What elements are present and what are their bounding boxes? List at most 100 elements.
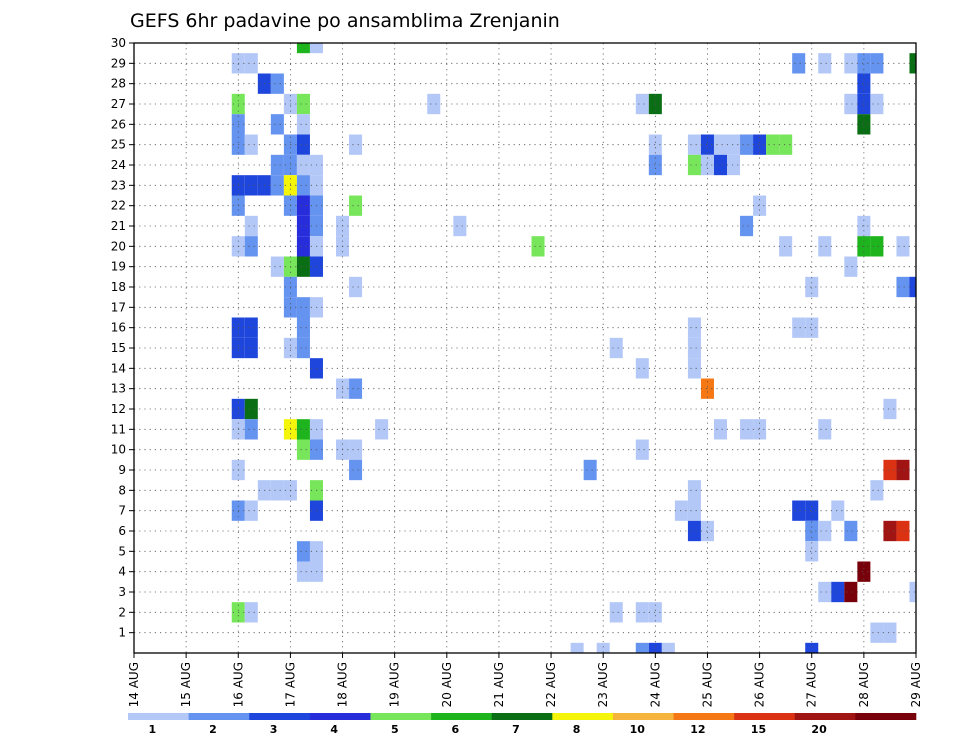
heatmap-cell — [818, 419, 832, 440]
heatmap-cell — [635, 93, 649, 115]
heatmap-cell — [805, 520, 819, 542]
heatmap-cell — [883, 520, 897, 542]
heatmap-cell — [674, 500, 688, 521]
colorbar-label: 8 — [573, 723, 581, 736]
x-tick-label: 18 AUG — [336, 662, 350, 707]
heatmap-cell — [270, 256, 284, 277]
heatmap-cell — [635, 358, 649, 379]
heatmap-cell — [844, 256, 858, 277]
heatmap-cell — [896, 520, 910, 542]
heatmap-cell — [766, 134, 780, 155]
heatmap-cell — [792, 500, 806, 521]
x-tick-label: 14 AUG — [127, 662, 141, 707]
heatmap-cell — [244, 398, 258, 420]
heatmap-cell — [296, 541, 310, 562]
colorbar-swatch — [794, 713, 856, 720]
heatmap-cell — [896, 236, 910, 257]
heatmap-cell — [661, 642, 675, 653]
colorbar-label: 4 — [330, 723, 338, 736]
grid-lines — [134, 43, 916, 653]
heatmap-cell — [844, 520, 858, 542]
x-tick-label: 19 AUG — [388, 662, 402, 707]
y-tick-label: 11 — [111, 422, 126, 436]
x-tick-label: 15 AUG — [179, 662, 193, 707]
y-tick-label: 19 — [111, 260, 126, 274]
heatmap-cell — [583, 459, 597, 481]
heatmap-cell — [883, 398, 897, 420]
heatmap-cell — [349, 378, 363, 399]
heatmap-cell — [844, 93, 858, 115]
y-tick-label: 4 — [118, 565, 126, 579]
y-tick-label: 29 — [111, 56, 126, 70]
colorbar-swatch — [673, 713, 735, 720]
heatmap-cell — [270, 114, 284, 135]
heatmap-cell — [857, 53, 871, 74]
heatmap-cell — [792, 317, 806, 338]
heatmap-cell — [349, 439, 363, 460]
heatmap-cell — [857, 561, 871, 582]
y-tick-label: 6 — [118, 524, 126, 538]
y-tick-label: 28 — [111, 77, 126, 91]
heatmap-cell — [740, 419, 754, 440]
heatmap-cell — [687, 480, 701, 501]
y-tick-label: 26 — [111, 117, 126, 131]
heatmap-cell — [296, 175, 310, 196]
heatmap-cell — [244, 175, 258, 196]
x-tick-label: 23 AUG — [596, 662, 610, 707]
heatmap-cell — [687, 358, 701, 379]
heatmap-cell — [700, 154, 714, 176]
heatmap-cell — [909, 276, 916, 298]
heatmap-cell — [244, 500, 258, 521]
heatmap-cell — [648, 154, 662, 176]
heatmap-cell — [296, 256, 310, 277]
colorbar-swatch — [188, 713, 250, 720]
colorbar-label: 20 — [811, 723, 827, 736]
heatmap-cell — [296, 43, 310, 54]
heatmap-cell — [870, 480, 884, 501]
heatmap-cell — [635, 439, 649, 460]
colorbar-label: 2 — [209, 723, 217, 736]
heatmap-cell — [244, 419, 258, 440]
heatmap-cell — [349, 195, 363, 216]
colorbar-swatch — [431, 713, 492, 720]
y-tick-label: 30 — [111, 36, 126, 50]
colorbar-label: 7 — [512, 723, 520, 736]
heatmap-cell — [244, 317, 258, 338]
chart-title: GEFS 6hr padavine po ansamblima Zrenjani… — [130, 10, 560, 32]
heatmap-cell — [713, 419, 728, 440]
y-tick-label: 27 — [111, 97, 126, 111]
heatmap-cell — [805, 500, 819, 521]
heatmap-cell — [805, 541, 819, 562]
colorbar-label: 15 — [751, 723, 766, 736]
heatmap-cell — [792, 53, 806, 74]
y-tick-label: 13 — [111, 382, 126, 396]
heatmap-cell — [818, 236, 832, 257]
heatmap-cell — [648, 602, 662, 623]
heatmap-cell — [296, 419, 310, 440]
heatmap-cell — [687, 337, 701, 359]
heatmap-cell — [818, 53, 832, 74]
heatmap-cell — [244, 215, 258, 237]
heatmap-cell — [805, 642, 819, 653]
colorbar-label: 5 — [391, 723, 399, 736]
heatmap-cell — [296, 236, 310, 257]
y-tick-label: 10 — [111, 443, 126, 457]
colorbar-label: 3 — [270, 723, 278, 736]
heatmap-cell — [596, 642, 610, 653]
colorbar-label: 10 — [630, 723, 646, 736]
heatmap-cell — [296, 561, 310, 582]
heatmap-cell — [727, 154, 741, 176]
heatmap-cell — [818, 520, 832, 542]
heatmap-cell — [844, 581, 858, 603]
heatmap-cell — [687, 520, 701, 542]
heatmap-cell — [740, 215, 754, 237]
heatmap-cell — [270, 480, 284, 501]
heatmap-cell — [857, 114, 871, 135]
heatmap-cell — [531, 236, 545, 257]
heatmap-cell — [700, 520, 714, 542]
heatmap-cell — [296, 297, 310, 318]
heatmap-cell — [296, 317, 310, 338]
x-tick-label: 20 AUG — [440, 662, 454, 707]
heatmap-cell — [296, 439, 310, 460]
